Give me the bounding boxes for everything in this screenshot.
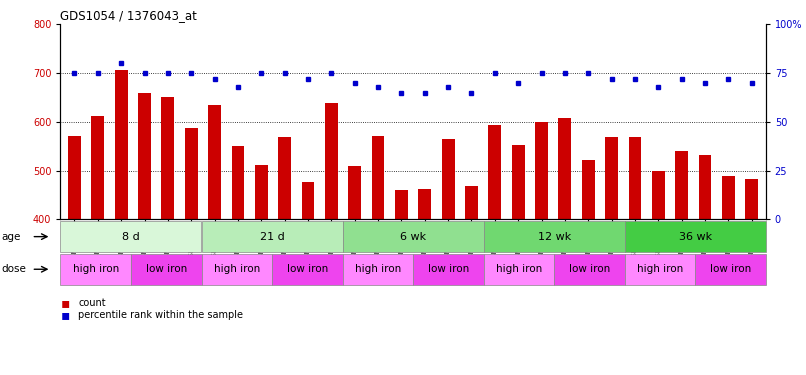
Bar [161, 97, 174, 219]
Bar [722, 177, 735, 219]
Bar [582, 160, 595, 219]
Bar [465, 186, 478, 219]
Text: high iron: high iron [355, 264, 401, 274]
Text: low iron: low iron [710, 264, 751, 274]
Text: high iron: high iron [637, 264, 683, 274]
Bar [138, 93, 151, 219]
Text: low iron: low iron [146, 264, 187, 274]
Bar [185, 128, 197, 219]
Bar [605, 136, 618, 219]
Bar [512, 145, 525, 219]
Bar [68, 135, 81, 219]
Bar [395, 190, 408, 219]
Text: 12 wk: 12 wk [538, 232, 571, 242]
Text: count: count [78, 298, 106, 307]
Bar [301, 182, 314, 219]
Text: 36 wk: 36 wk [679, 232, 712, 242]
Bar [699, 155, 712, 219]
Text: high iron: high iron [496, 264, 542, 274]
Bar [629, 136, 642, 219]
Bar [255, 165, 268, 219]
Text: 6 wk: 6 wk [400, 232, 426, 242]
Bar [278, 136, 291, 219]
Bar [372, 136, 384, 219]
Bar [746, 179, 758, 219]
Text: high iron: high iron [73, 264, 118, 274]
Bar [535, 122, 548, 219]
Bar [652, 171, 665, 219]
Text: ▪: ▪ [60, 308, 70, 322]
Text: percentile rank within the sample: percentile rank within the sample [78, 310, 243, 320]
Text: low iron: low iron [428, 264, 469, 274]
Bar [675, 151, 688, 219]
Bar [325, 104, 338, 219]
Text: 21 d: 21 d [260, 232, 285, 242]
Text: GDS1054 / 1376043_at: GDS1054 / 1376043_at [60, 9, 197, 22]
Text: 8 d: 8 d [122, 232, 140, 242]
Bar [442, 139, 455, 219]
Text: low iron: low iron [569, 264, 610, 274]
Bar [559, 118, 571, 219]
Text: high iron: high iron [214, 264, 260, 274]
Text: age: age [2, 232, 21, 242]
Text: ▪: ▪ [60, 296, 70, 310]
Bar [114, 70, 127, 219]
Bar [91, 116, 104, 219]
Bar [208, 105, 221, 219]
Bar [231, 146, 244, 219]
Text: low iron: low iron [287, 264, 328, 274]
Bar [488, 125, 501, 219]
Text: dose: dose [2, 264, 27, 274]
Bar [348, 166, 361, 219]
Bar [418, 189, 431, 219]
